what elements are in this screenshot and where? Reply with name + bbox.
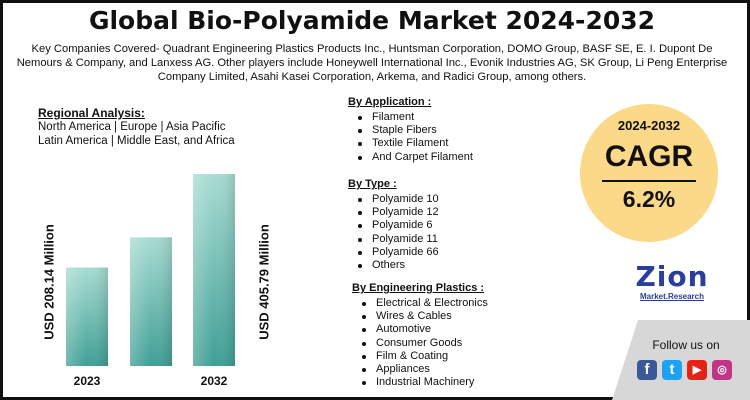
zion-logo[interactable]: Zion Market.Research [632,262,712,312]
type-item: Polyamide 11 [348,233,568,246]
engineering-item: Electrical & Electronics [352,297,572,310]
data-label: USD 405.79 Million [256,224,271,340]
cagr-label: CAGR [604,140,694,173]
type-item: Polyamide 66 [348,246,568,259]
logo-wordmark: Zion [635,260,709,293]
data-label: USD 208.14 Million [41,224,56,340]
engineering-item: Appliances [352,363,572,376]
logo-tagline: Market.Research [639,292,705,301]
type-item: Polyamide 12 [348,206,568,219]
application-item: Filament [348,111,568,124]
application-segment: By Application : Filament Staple Fibers … [348,96,568,164]
engineering-item: Consumer Goods [352,337,572,350]
page-title: Global Bio-Polyamide Market 2024-2032 [88,6,656,35]
regional-line-2: Latin America | Middle East, and Africa [38,135,235,147]
bar-shading [66,267,108,366]
cagr-badge: 2024-2032 CAGR 6.2% [580,104,718,242]
engineering-heading: By Engineering Plastics : [352,282,485,294]
regional-heading: Regional Analysis: [38,106,145,120]
application-item: Textile Filament [348,137,568,150]
follow-us-label: Follow us on [652,338,720,352]
application-item: Staple Fibers [348,124,568,137]
x-tick-label: 2023 [74,374,101,388]
x-tick-label: 2032 [201,374,228,388]
youtube-icon[interactable]: ▶ [687,360,707,380]
type-heading: By Type : [348,178,397,190]
engineering-item: Automotive [352,323,572,336]
application-heading: By Application : [348,96,432,108]
engineering-item: Film & Coating [352,350,572,363]
bar-shading [193,173,235,366]
type-item: Polyamide 10 [348,193,568,206]
instagram-glyph: ◎ [717,364,727,376]
key-companies-text: Key Companies Covered- Quadrant Engineer… [16,43,728,83]
instagram-icon[interactable]: ◎ [712,360,732,380]
type-item: Others [348,259,568,272]
engineering-item: Industrial Machinery [352,376,572,389]
bar-shading [130,237,172,366]
regional-analysis: Regional Analysis: North America | Europ… [38,106,318,148]
cagr-value: 6.2% [622,186,676,212]
engineering-item: Wires & Cables [352,310,572,323]
facebook-icon[interactable]: f [637,360,657,380]
application-item: And Carpet Filament [348,151,568,164]
engineering-plastics-segment: By Engineering Plastics : Electrical & E… [352,282,572,389]
type-segment: By Type : Polyamide 10 Polyamide 12 Poly… [348,178,568,272]
facebook-glyph: f [644,361,650,378]
regional-line-1: North America | Europe | Asia Pacific [38,121,226,133]
twitter-glyph: t [669,361,675,378]
cagr-period: 2024-2032 [617,118,681,133]
youtube-glyph: ▶ [692,364,702,376]
twitter-icon[interactable]: t [662,360,682,380]
cagr-divider [602,180,696,182]
type-item: Polyamide 6 [348,219,568,232]
